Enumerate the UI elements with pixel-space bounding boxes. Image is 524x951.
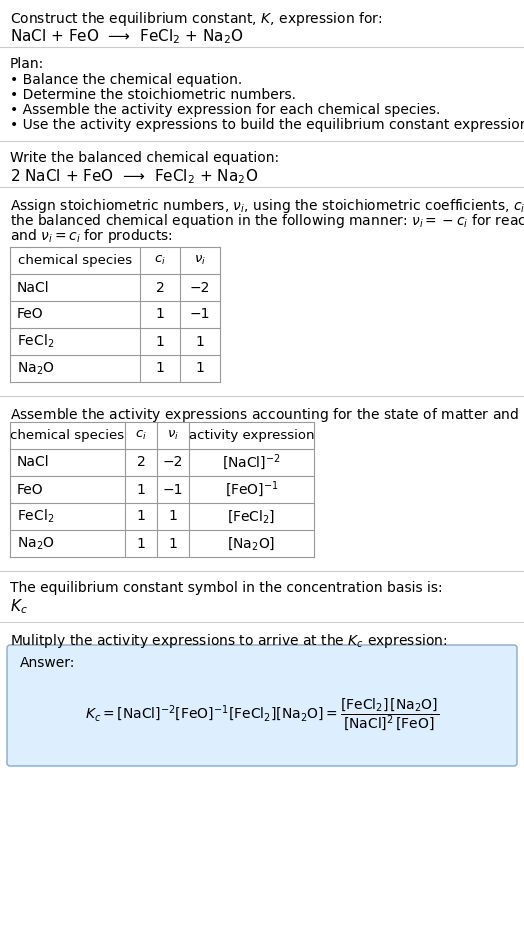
Text: NaCl + FeO  ⟶  FeCl$_2$ + Na$_2$O: NaCl + FeO ⟶ FeCl$_2$ + Na$_2$O (10, 27, 244, 46)
Text: 1: 1 (195, 361, 204, 376)
Text: Assign stoichiometric numbers, $\nu_i$, using the stoichiometric coefficients, $: Assign stoichiometric numbers, $\nu_i$, … (10, 197, 524, 215)
Text: chemical species: chemical species (18, 254, 132, 267)
Text: and $\nu_i = c_i$ for products:: and $\nu_i = c_i$ for products: (10, 227, 173, 245)
Text: 1: 1 (156, 335, 165, 348)
Text: 1: 1 (156, 307, 165, 321)
Text: 1: 1 (169, 510, 178, 523)
Text: 1: 1 (137, 482, 146, 496)
Text: Answer:: Answer: (20, 656, 75, 670)
Text: • Assemble the activity expression for each chemical species.: • Assemble the activity expression for e… (10, 103, 440, 117)
Text: • Determine the stoichiometric numbers.: • Determine the stoichiometric numbers. (10, 88, 296, 102)
Text: 1: 1 (156, 361, 165, 376)
Text: Mulitply the activity expressions to arrive at the $K_c$ expression:: Mulitply the activity expressions to arr… (10, 632, 447, 650)
Text: FeO: FeO (17, 307, 43, 321)
Text: $c_i$: $c_i$ (135, 429, 147, 442)
Text: [NaCl]$^{-2}$: [NaCl]$^{-2}$ (222, 453, 281, 473)
Text: Plan:: Plan: (10, 57, 44, 71)
Text: −2: −2 (163, 456, 183, 470)
Text: FeO: FeO (17, 482, 43, 496)
Text: The equilibrium constant symbol in the concentration basis is:: The equilibrium constant symbol in the c… (10, 581, 443, 595)
Text: • Balance the chemical equation.: • Balance the chemical equation. (10, 73, 242, 87)
Text: NaCl: NaCl (17, 456, 50, 470)
Text: Write the balanced chemical equation:: Write the balanced chemical equation: (10, 151, 279, 165)
FancyBboxPatch shape (7, 645, 517, 766)
Text: FeCl$_2$: FeCl$_2$ (17, 508, 54, 525)
Text: the balanced chemical equation in the following manner: $\nu_i = -c_i$ for react: the balanced chemical equation in the fo… (10, 212, 524, 230)
Text: Na$_2$O: Na$_2$O (17, 360, 54, 377)
Text: activity expression: activity expression (189, 429, 314, 442)
Text: NaCl: NaCl (17, 281, 50, 295)
Text: FeCl$_2$: FeCl$_2$ (17, 333, 54, 350)
Text: Na$_2$O: Na$_2$O (17, 535, 54, 552)
Text: [FeO]$^{-1}$: [FeO]$^{-1}$ (225, 479, 278, 499)
Text: −2: −2 (190, 281, 210, 295)
Text: −1: −1 (163, 482, 183, 496)
Text: 2 NaCl + FeO  ⟶  FeCl$_2$ + Na$_2$O: 2 NaCl + FeO ⟶ FeCl$_2$ + Na$_2$O (10, 167, 258, 185)
Text: 1: 1 (137, 536, 146, 551)
Text: 1: 1 (195, 335, 204, 348)
Text: 2: 2 (137, 456, 145, 470)
Text: $K_c = [\mathrm{NaCl}]^{-2}[\mathrm{FeO}]^{-1}[\mathrm{FeCl_2}][\mathrm{Na_2O}] : $K_c = [\mathrm{NaCl}]^{-2}[\mathrm{FeO}… (85, 696, 439, 733)
Text: [FeCl$_2$]: [FeCl$_2$] (227, 508, 276, 525)
Text: Assemble the activity expressions accounting for the state of matter and $\nu_i$: Assemble the activity expressions accoun… (10, 406, 524, 424)
Text: 2: 2 (156, 281, 165, 295)
Text: Construct the equilibrium constant, $K$, expression for:: Construct the equilibrium constant, $K$,… (10, 10, 383, 28)
Text: 1: 1 (169, 536, 178, 551)
Text: $c_i$: $c_i$ (154, 254, 166, 267)
Text: $K_c$: $K_c$ (10, 597, 28, 615)
Text: $\nu_i$: $\nu_i$ (194, 254, 206, 267)
Text: • Use the activity expressions to build the equilibrium constant expression.: • Use the activity expressions to build … (10, 118, 524, 132)
Text: chemical species: chemical species (10, 429, 125, 442)
Text: −1: −1 (190, 307, 210, 321)
Text: 1: 1 (137, 510, 146, 523)
Text: $\nu_i$: $\nu_i$ (167, 429, 179, 442)
Text: [Na$_2$O]: [Na$_2$O] (227, 535, 276, 552)
